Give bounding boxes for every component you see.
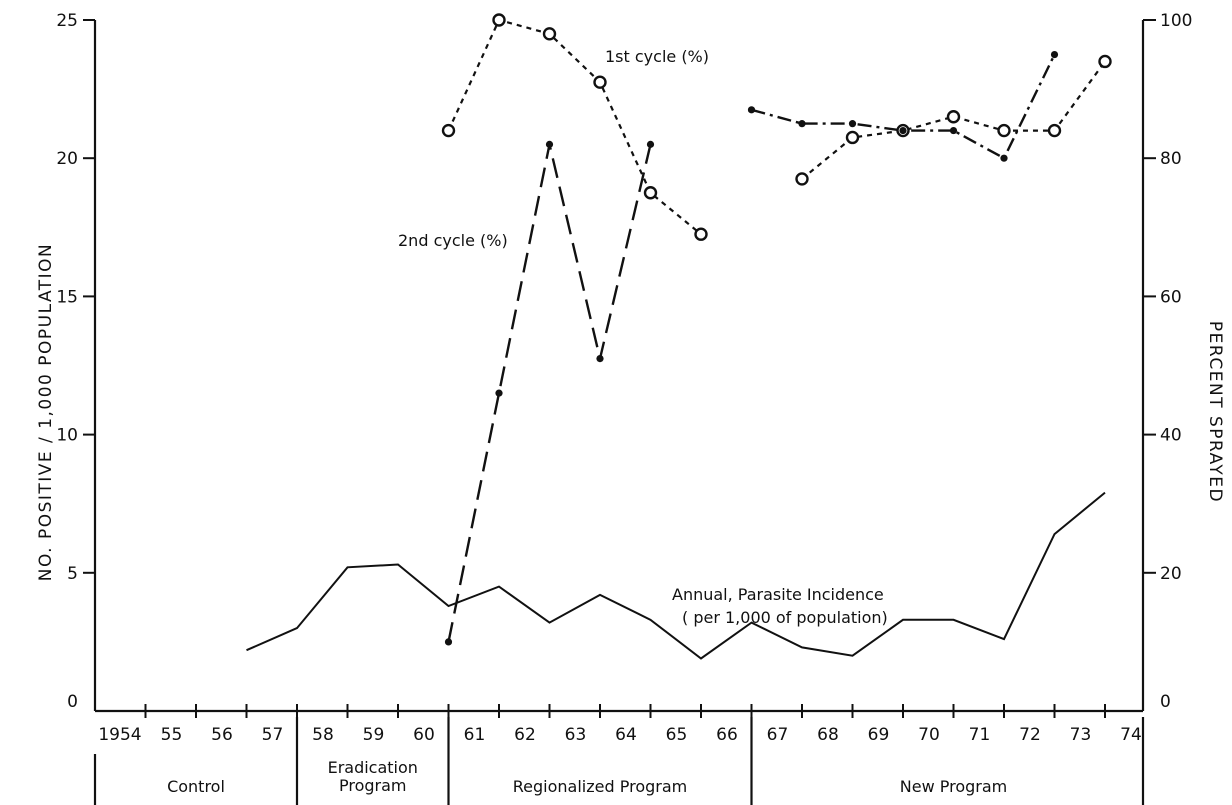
first-cycle-point (795, 172, 809, 186)
series-points (441, 13, 1112, 646)
x-tick-label: 56 (211, 725, 233, 745)
x-tick-label: 65 (666, 725, 688, 745)
first-cycle-point (593, 75, 607, 89)
second-cycle-line (447, 144, 652, 643)
x-tick-label: 69 (868, 725, 890, 745)
second-cycle-line (751, 54, 1056, 160)
x-tick-label: 72 (1019, 725, 1041, 745)
x-tick-label: 57 (262, 725, 284, 745)
second-cycle-point (646, 140, 655, 148)
right-tick-label: 100 (1160, 11, 1192, 31)
second-cycle-point (899, 126, 907, 135)
x-tick-label: 62 (514, 725, 536, 745)
x-tick-label: 60 (413, 725, 435, 745)
second-cycle-point (1050, 50, 1059, 59)
second-cycle-label: 2nd cycle (%) (398, 231, 508, 250)
first-cycle-point (492, 13, 506, 27)
period-label: Control (167, 777, 225, 796)
second-cycle-point (545, 140, 554, 148)
x-tick-label: 67 (767, 725, 789, 745)
x-tick-label: 55 (161, 725, 183, 745)
first-cycle-point (643, 186, 658, 200)
first-cycle-point (845, 130, 860, 145)
first-cycle-point (542, 27, 557, 41)
x-tick-label: 63 (565, 725, 587, 745)
first-cycle-point (441, 123, 456, 138)
api-label-line1: Annual, Parasite Incidence (672, 585, 884, 604)
period-label: Program (339, 776, 407, 795)
x-tick-label: 61 (464, 725, 486, 745)
left-tick-label: 15 (56, 287, 78, 307)
right-axis-title: PERCENT SPRAYED (1205, 321, 1225, 503)
x-tick-label: 59 (363, 725, 385, 745)
second-cycle-point (798, 120, 806, 128)
x-tick-label: 71 (969, 725, 991, 745)
series-lines (246, 18, 1106, 660)
x-tick-label: 74 (1120, 725, 1142, 745)
second-cycle-point (747, 106, 756, 114)
labels: NO. POSITIVE / 1,000 POPULATION PERCENT … (36, 47, 1225, 627)
api-label-line2: ( per 1,000 of population) (682, 608, 888, 627)
second-cycle-point (444, 638, 453, 646)
api-series-line (246, 491, 1106, 660)
x-tick-label: 66 (716, 725, 738, 745)
x-tick-label: 73 (1070, 725, 1092, 745)
x-tick-label: 68 (817, 725, 839, 745)
second-cycle-point (848, 120, 857, 128)
x-tick-label: 70 (918, 725, 940, 745)
right-tick-label: 20 (1160, 564, 1182, 584)
first-cycle-point (997, 123, 1011, 138)
second-cycle-point (1000, 154, 1008, 162)
second-cycle-point (949, 126, 958, 135)
left-tick-label: 0 (67, 692, 78, 712)
period-label: New Program (900, 777, 1008, 796)
x-tick-label: 58 (312, 725, 334, 745)
period-label: Eradication (328, 758, 418, 777)
second-cycle-point (596, 354, 604, 363)
left-tick-label: 25 (56, 11, 78, 31)
right-tick-label: 40 (1160, 426, 1182, 446)
first-cycle-point (694, 227, 708, 241)
first-cycle-point (1098, 54, 1112, 69)
first-cycle-label: 1st cycle (%) (605, 47, 709, 66)
period-label: Regionalized Program (513, 777, 687, 796)
x-tick-label: 1954 (98, 725, 141, 745)
first-cycle-point (1047, 123, 1062, 138)
left-tick-label: 20 (56, 149, 78, 169)
first-cycle-point (946, 110, 961, 124)
x-tick-label: 64 (615, 725, 637, 745)
second-cycle-point (495, 389, 503, 397)
left-tick-label: 10 (56, 426, 78, 446)
axes: 0 5 10 15 20 25 0 20 40 60 80 100 1954 55 56 57 58 59 60 61… (56, 11, 1192, 745)
right-tick-label: 80 (1160, 149, 1182, 169)
left-axis-title: NO. POSITIVE / 1,000 POPULATION (36, 243, 56, 582)
right-tick-label: 0 (1160, 692, 1171, 712)
right-tick-label: 60 (1160, 287, 1182, 307)
first-cycle-line (447, 18, 702, 236)
left-tick-label: 5 (67, 564, 78, 584)
